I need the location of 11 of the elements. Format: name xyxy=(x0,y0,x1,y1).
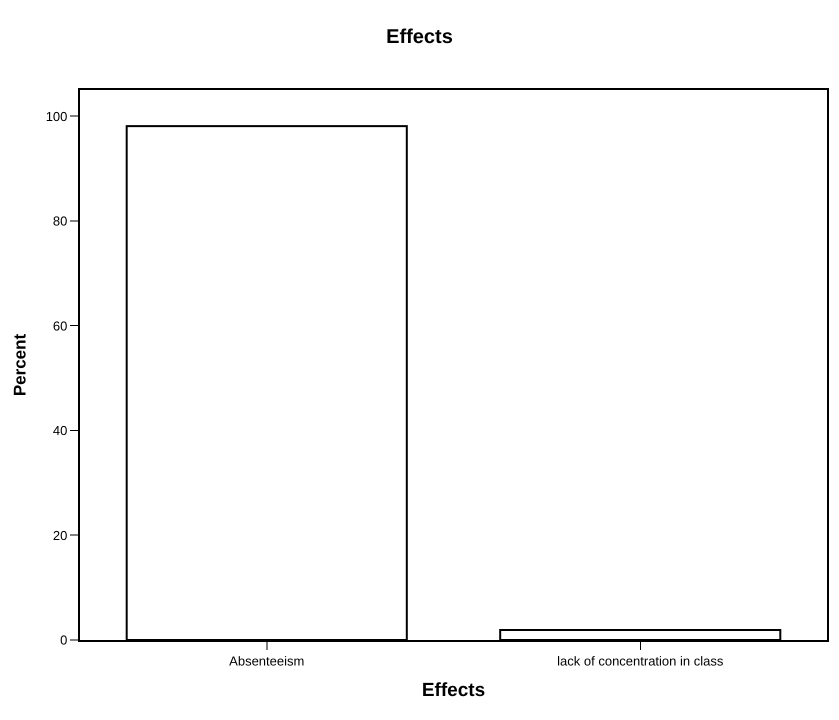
y-tick-label: 100 xyxy=(46,108,68,124)
y-axis-title: Percent xyxy=(10,333,30,396)
y-tick-label: 60 xyxy=(52,318,68,334)
y-tick-label: 0 xyxy=(60,632,68,648)
x-tick-label: Absenteeism xyxy=(229,654,304,669)
x-axis-title: Effects xyxy=(422,680,486,701)
y-tick-label: 40 xyxy=(52,423,68,438)
chart-title: Effects xyxy=(386,26,453,48)
x-tick-label: lack of concentration in class xyxy=(557,654,724,669)
y-tick-label: 80 xyxy=(52,214,68,228)
y-tick-label: 20 xyxy=(52,528,68,543)
